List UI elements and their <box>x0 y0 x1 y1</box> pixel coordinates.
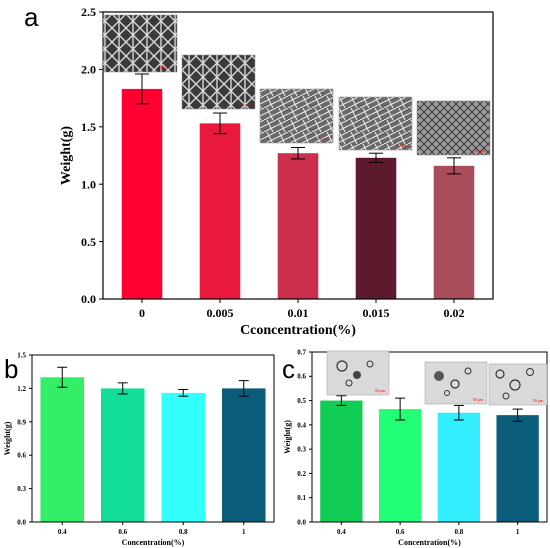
y-tick-label: 0.0 <box>17 518 26 526</box>
micrograph-inset <box>424 361 488 405</box>
x-axis-label: Concentration(%) <box>122 538 185 547</box>
y-tick-label: 0.6 <box>17 452 26 460</box>
micrograph-insets-a: 50 μm 50 μm 50 μm 50 μm 50 μm <box>102 14 491 156</box>
x-axis-label: Concentration(%) <box>398 538 461 547</box>
bar-a-0.015 <box>355 157 397 299</box>
micrograph-inset <box>488 363 548 406</box>
scale-bar-label: 50 μm <box>375 388 386 393</box>
y-tick-label: 0.9 <box>17 418 26 426</box>
y-tick-label: 0.0 <box>297 518 306 526</box>
y-axis-label: Weight(g) <box>59 126 74 185</box>
chart-a: 0.0 0.5 1.0 1.5 2.0 2.5 0 0.005 0.01 0.015 0.02 Cco… <box>59 5 494 338</box>
y-axis-label: Weight(g) <box>3 421 12 455</box>
x-tick-label: 0.02 <box>444 306 465 320</box>
bar-c-0.6 <box>378 409 422 522</box>
y-tick-label: 0.5 <box>81 235 96 249</box>
micrograph-inset <box>338 96 413 151</box>
scale-bar-label: 50 μm <box>318 136 329 141</box>
micrograph-insets-c: 50 μm 50 μm 50 μm <box>326 350 548 406</box>
micrograph-inset <box>181 54 256 110</box>
x-tick-label: 0.8 <box>179 528 188 536</box>
plot-frame <box>311 351 548 523</box>
y-tick-label: 2.0 <box>81 63 96 77</box>
bar-a-0 <box>121 88 163 299</box>
scale-bar-label: 50 μm <box>397 143 408 148</box>
x-tick-label: 0.005 <box>207 306 234 320</box>
y-tick-label: 1.5 <box>17 351 26 359</box>
y-tick-label: 1.5 <box>81 120 96 134</box>
micrograph-inset <box>416 100 491 156</box>
scale-bar-label: 50 μm <box>475 148 486 153</box>
y-tick-label: 0.1 <box>297 494 306 502</box>
x-tick-label: 0 <box>139 306 145 320</box>
y-tick-label: 0.3 <box>297 446 306 454</box>
y-tick-label: 0.6 <box>297 373 306 381</box>
y-tick-label: 0.5 <box>297 397 306 405</box>
bar-a-0.01 <box>277 153 319 299</box>
bar-b-0.6 <box>100 388 145 522</box>
panel-label-a: a <box>24 2 39 32</box>
x-axis-label: Cconcentration(%) <box>240 323 356 338</box>
panel-label-c: c <box>282 354 295 384</box>
x-tick-label: 0.6 <box>396 528 405 536</box>
x-tick-label: 0.8 <box>455 528 464 536</box>
y-tick-label: 0.7 <box>297 348 306 356</box>
x-tick-label: 0.015 <box>363 306 390 320</box>
y-tick-label: 0.4 <box>297 421 306 429</box>
chart-c: 0.0 0.1 0.2 0.3 0.4 0.5 0.6 0.7 0.4 0.6 0.8 1 Concen… <box>283 348 548 547</box>
y-tick-label: 1.2 <box>17 385 26 393</box>
bar-b-0.4 <box>40 377 85 522</box>
x-tick-label: 1 <box>242 528 246 536</box>
bar-b-0.8 <box>161 392 206 522</box>
micrograph-inset <box>102 14 178 73</box>
bar-b-1 <box>221 388 266 522</box>
scale-bar-label: 50 μm <box>240 102 251 107</box>
x-tick-label: 0.4 <box>58 528 67 536</box>
x-tick-label: 1 <box>516 528 520 536</box>
scale-bar-label: 50 μm <box>473 397 484 402</box>
y-tick-label: 0.3 <box>17 485 26 493</box>
y-tick-label: 0.2 <box>297 470 306 478</box>
plot-frame <box>31 354 275 523</box>
y-tick-label: 2.5 <box>81 5 96 19</box>
bar-c-1 <box>496 415 539 522</box>
x-tick-label: 0.4 <box>337 528 346 536</box>
scale-bar-label: 50 μm <box>160 65 171 70</box>
micrograph-inset <box>259 88 334 144</box>
x-tick-label: 0.01 <box>288 306 309 320</box>
scale-bar-label: 50 μm <box>533 398 544 403</box>
y-axis-label: Weight(g) <box>283 420 292 454</box>
chart-b: 0.0 0.3 0.6 0.9 1.2 1.5 0.4 0.6 0.8 1 Concentratio… <box>3 351 275 547</box>
bar-a-0.02 <box>433 165 475 299</box>
y-tick-label: 1.0 <box>81 177 96 191</box>
y-tick-label: 0.0 <box>81 292 96 306</box>
plot-frame <box>102 11 494 300</box>
bar-c-0.8 <box>437 412 481 522</box>
panel-label-b: b <box>4 354 18 384</box>
bar-c-0.4 <box>320 400 363 522</box>
x-tick-label: 0.6 <box>118 528 127 536</box>
bar-a-0.005 <box>199 123 241 299</box>
